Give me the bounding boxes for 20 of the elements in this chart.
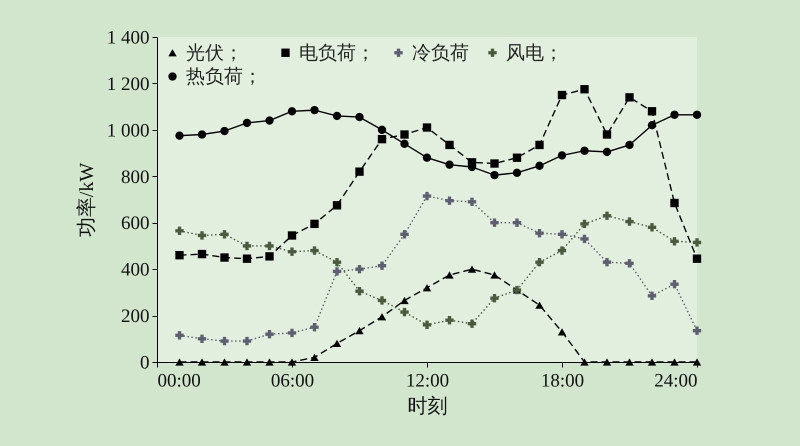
y-tick-label: 1 200 bbox=[106, 74, 150, 95]
legend-label: 风电； bbox=[506, 42, 563, 64]
x-tick-label: 18:00 bbox=[540, 370, 584, 392]
legend-label: 热负荷； bbox=[186, 66, 262, 88]
y-tick-label: 800 bbox=[121, 166, 150, 188]
x-tick-label: 24:00 bbox=[654, 370, 698, 392]
y-tick-label: 0 bbox=[140, 352, 150, 374]
y-tick-label: 1 400 bbox=[106, 28, 150, 48]
x-tick-label: 12:00 bbox=[406, 370, 450, 392]
y-tick-label: 600 bbox=[121, 213, 150, 234]
y-tick-label: 200 bbox=[121, 306, 150, 328]
legend-label: 冷负荷 bbox=[412, 42, 469, 64]
legend-label: 光伏； bbox=[186, 42, 243, 64]
y-tick-label: 400 bbox=[121, 260, 150, 281]
y-axis-title: 功率/kW bbox=[76, 162, 98, 238]
x-tick-label: 00:00 bbox=[158, 370, 201, 392]
y-tick-label: 1 000 bbox=[106, 120, 150, 142]
x-tick-label: 06:00 bbox=[270, 370, 314, 392]
legend-label: 电负荷； bbox=[299, 42, 375, 64]
x-axis-title: 时刻 bbox=[408, 396, 448, 418]
